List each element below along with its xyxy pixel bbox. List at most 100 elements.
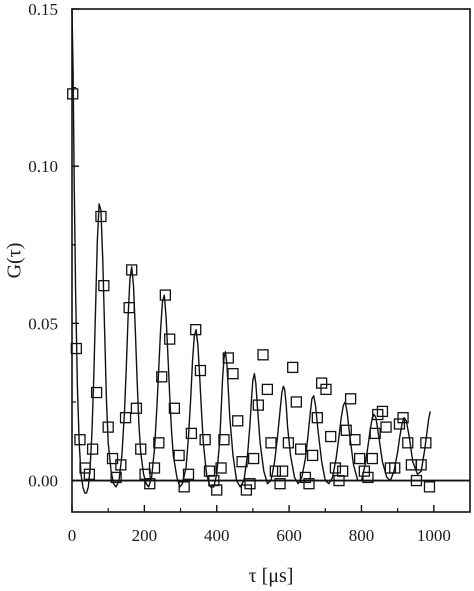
data-point-square: [144, 478, 156, 490]
data-point-square: [215, 462, 227, 474]
x-axis-title: τ [μs]: [249, 565, 294, 587]
data-point-square: [98, 279, 110, 292]
data-point-square: [247, 452, 260, 465]
data-point-square: [325, 430, 337, 443]
data-point-square: [376, 405, 389, 418]
data-point-square: [290, 396, 302, 408]
data-point-square: [119, 412, 132, 424]
data-point-square: [148, 462, 161, 474]
data-point-square: [320, 383, 332, 396]
data-point-square: [173, 449, 185, 462]
plot-frame: [71, 8, 471, 513]
data-point-square: [287, 361, 299, 374]
data-point-square: [269, 465, 281, 477]
data-point-square: [130, 402, 143, 414]
data-point-square: [276, 465, 289, 477]
data-point-square: [211, 484, 223, 496]
data-point-square: [257, 349, 269, 361]
data-point-square: [83, 468, 96, 480]
data-point-square: [185, 427, 198, 440]
data-point-square: [274, 478, 286, 490]
data-point-square: [236, 456, 248, 468]
x-tick-label: 600: [276, 526, 302, 545]
data-point-square: [74, 434, 86, 446]
data-point-square: [67, 88, 79, 100]
data-point-square: [344, 393, 357, 405]
data-point-square: [164, 333, 176, 345]
data-point-square: [316, 377, 328, 389]
data-point-square: [199, 434, 211, 446]
data-point-square: [252, 399, 264, 411]
x-tick-labels: 0 200 400 600 800 1000: [68, 526, 451, 545]
y-tick-label: 0.10: [28, 157, 58, 176]
data-point-square: [366, 452, 378, 465]
data-point-square: [369, 427, 381, 440]
x-tick-label: 1000: [417, 526, 451, 545]
data-point-square: [222, 352, 234, 364]
data-point-square: [306, 449, 319, 462]
data-point-square: [423, 481, 436, 493]
data-point-square: [340, 424, 352, 436]
data-point-square: [415, 459, 427, 471]
data-point-square: [232, 415, 244, 427]
data-markers: [67, 88, 436, 496]
data-point-square: [156, 371, 168, 383]
data-point-square: [353, 452, 366, 465]
y-tick-label: 0.15: [28, 0, 58, 19]
data-point-square: [126, 264, 138, 276]
data-point-square: [393, 418, 406, 430]
data-point-square: [244, 478, 256, 490]
fit-line: [71, 8, 431, 494]
y-tick-label: 0.05: [28, 314, 58, 333]
plot-border: [71, 8, 471, 513]
data-point-square: [168, 402, 181, 414]
fit-curve: [71, 8, 431, 494]
data-point-square: [70, 342, 82, 355]
data-point-square: [420, 437, 432, 449]
data-point-square: [303, 478, 315, 490]
data-point-square: [159, 289, 171, 301]
data-point-square: [282, 437, 295, 449]
y-axis-title: G(τ): [4, 243, 26, 279]
data-point-square: [295, 443, 307, 455]
data-point-square: [299, 471, 312, 484]
data-point-square: [182, 468, 195, 480]
data-point-square: [90, 386, 103, 399]
data-point-square: [110, 471, 122, 484]
x-tick-label: 400: [204, 526, 230, 545]
axis-ticks: [71, 8, 435, 512]
y-tick-labels: 0.00 0.05 0.10 0.15: [28, 0, 58, 491]
data-point-square: [123, 302, 135, 314]
data-point-square: [389, 462, 401, 474]
data-point-square: [336, 465, 349, 477]
data-point-square: [194, 364, 207, 377]
data-point-square: [95, 210, 107, 223]
data-point-square: [265, 437, 277, 449]
data-point-square: [349, 434, 361, 446]
data-point-square: [115, 459, 127, 471]
data-point-square: [402, 437, 414, 449]
data-point-square: [79, 462, 91, 474]
data-point-square: [362, 471, 374, 484]
data-point-square: [178, 481, 190, 493]
data-point-square: [218, 434, 230, 446]
data-point-square: [410, 474, 423, 487]
data-point-square: [190, 324, 202, 336]
y-tick-label: 0.00: [28, 472, 58, 491]
data-point-square: [106, 452, 119, 465]
data-point-square: [86, 443, 99, 455]
data-point-square: [153, 437, 165, 449]
data-point-square: [240, 484, 253, 496]
data-point-square: [102, 421, 114, 433]
data-point-square: [227, 368, 239, 380]
x-tick-label: 800: [349, 526, 375, 545]
data-point-square: [135, 443, 147, 455]
data-point-square: [358, 465, 370, 477]
data-point-square: [311, 412, 323, 424]
data-point-square: [261, 383, 274, 396]
data-point-square: [329, 462, 342, 474]
data-point-square: [380, 421, 392, 433]
x-tick-label: 0: [68, 526, 77, 545]
data-point-square: [397, 412, 409, 424]
